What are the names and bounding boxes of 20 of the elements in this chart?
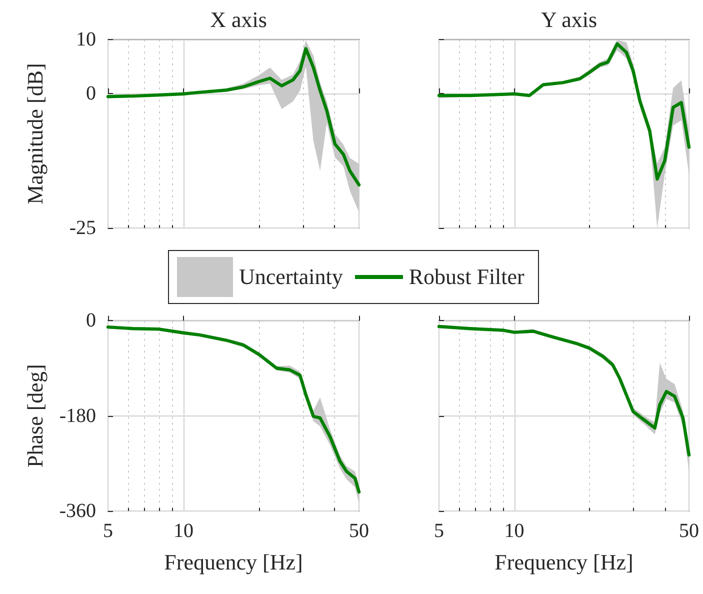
y-axis-title: Magnitude [dB] [22, 63, 48, 204]
y-tick-label: 0 [86, 82, 96, 104]
y-tick-label: -25 [69, 217, 96, 239]
chart-title: X axis [210, 7, 267, 32]
x-tick-label: 5 [103, 520, 113, 542]
y-tick-label: -360 [59, 500, 96, 522]
legend-label: Robust Filter [408, 264, 524, 290]
x-tick-label: 5 [434, 520, 444, 542]
text: Uncertainty [239, 264, 343, 290]
x-tick-label: 10 [504, 520, 524, 542]
x-tick-label: 10 [174, 520, 194, 542]
y-tick-label: 0 [86, 310, 96, 332]
y-tick-label: 10 [76, 28, 96, 50]
x-axis-title: Frequency [Hz] [164, 550, 303, 574]
x-axis-title: Frequency [Hz] [494, 550, 634, 574]
x-tick-label: 50 [349, 520, 369, 542]
y-tick-label: -180 [59, 404, 96, 427]
x-tick-label: 50 [679, 520, 699, 542]
y-axis-title: Phase [deg] [22, 364, 48, 468]
chart-title: Y axis [540, 7, 598, 32]
